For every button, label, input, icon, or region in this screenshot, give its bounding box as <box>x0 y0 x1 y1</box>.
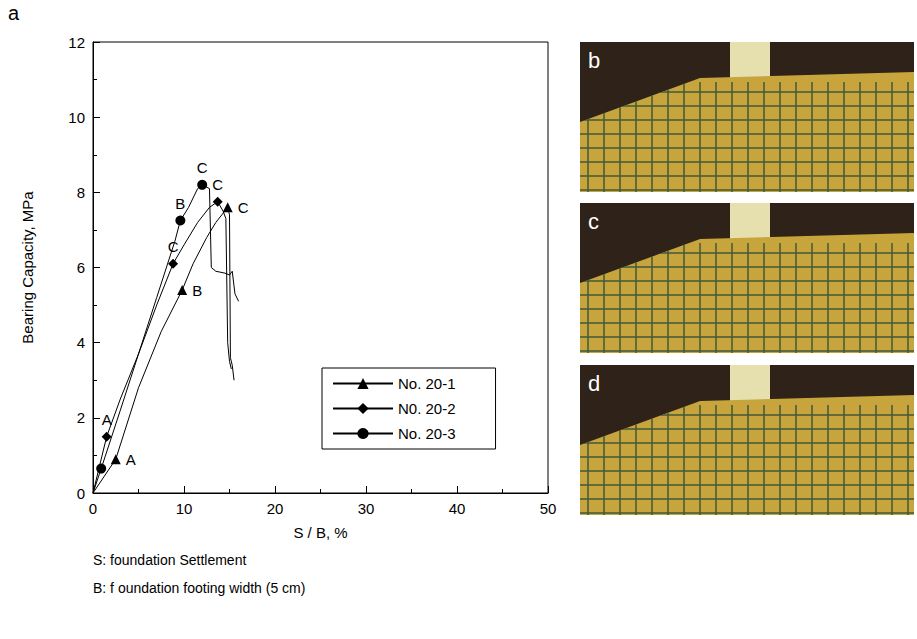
svg-text:c: c <box>588 209 599 234</box>
svg-text:N0. 20-2: N0. 20-2 <box>398 400 456 417</box>
svg-text:0: 0 <box>77 485 85 502</box>
html-text:a: a <box>8 2 20 24</box>
svg-text:6: 6 <box>77 259 85 276</box>
svg-text:12: 12 <box>68 34 85 51</box>
svg-text:C: C <box>212 176 223 193</box>
svg-text:10: 10 <box>176 500 193 517</box>
svg-text:8: 8 <box>77 184 85 201</box>
html-text:S: foundation Settlement: S: foundation Settlement <box>93 552 247 568</box>
svg-text:B: B <box>175 195 185 212</box>
svg-text:S / B, %: S / B, % <box>293 524 347 541</box>
svg-text:C: C <box>238 199 249 216</box>
svg-text:A: A <box>126 451 136 468</box>
svg-text:Bearing Capacity, MPa: Bearing Capacity, MPa <box>19 191 36 344</box>
svg-text:50: 50 <box>540 500 557 517</box>
svg-text:B: B <box>192 282 202 299</box>
svg-text:20: 20 <box>267 500 284 517</box>
svg-text:No. 20-3: No. 20-3 <box>398 425 456 442</box>
svg-text:10: 10 <box>68 109 85 126</box>
svg-text:0: 0 <box>89 500 97 517</box>
svg-text:No. 20-1: No. 20-1 <box>398 375 456 392</box>
svg-text:4: 4 <box>77 334 85 351</box>
svg-text:30: 30 <box>358 500 375 517</box>
svg-text:C: C <box>197 159 208 176</box>
html-text:B: f oundation footing width (: B: f oundation footing width (5 cm) <box>93 580 306 596</box>
svg-text:d: d <box>588 371 600 396</box>
svg-text:C: C <box>168 238 179 255</box>
svg-text:40: 40 <box>449 500 466 517</box>
svg-text:2: 2 <box>77 409 85 426</box>
svg-text:A: A <box>102 411 112 428</box>
svg-text:b: b <box>588 48 600 73</box>
